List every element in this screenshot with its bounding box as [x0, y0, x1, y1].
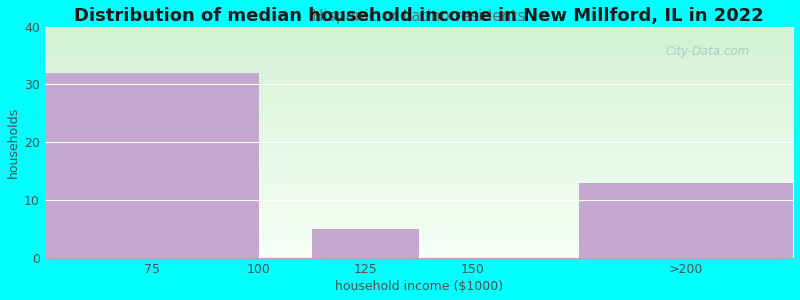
Bar: [312, 229, 419, 258]
Text: City-Data.com: City-Data.com: [666, 45, 750, 58]
Bar: [45, 73, 258, 258]
X-axis label: household income ($1000): household income ($1000): [335, 280, 503, 293]
Bar: [579, 183, 793, 258]
Text: Hispanic or Latino residents: Hispanic or Latino residents: [312, 9, 526, 24]
Y-axis label: households: households: [7, 107, 20, 178]
Title: Distribution of median household income in New Millford, IL in 2022: Distribution of median household income …: [74, 7, 764, 25]
